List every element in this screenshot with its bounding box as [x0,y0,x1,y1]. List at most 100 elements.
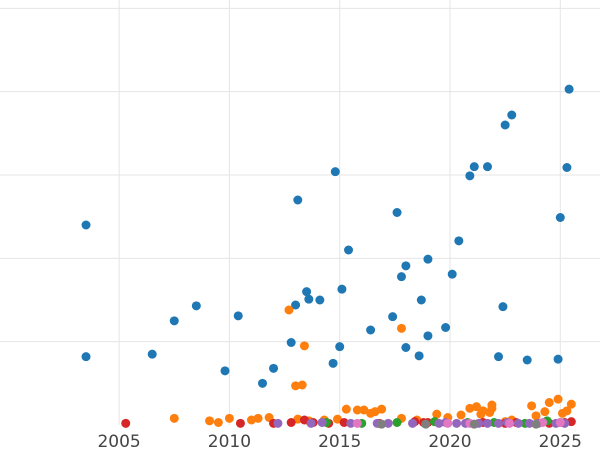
x-tick-label: 2025 [539,432,582,450]
data-point [524,418,534,428]
data-point [494,418,504,428]
data-point [487,400,497,410]
data-point [564,84,574,94]
x-tick-label: 2005 [97,432,140,450]
data-point [483,418,492,428]
data-point [81,220,91,230]
data-point [396,323,406,333]
data-point [401,343,411,352]
data-point [337,284,347,294]
data-point [121,418,131,428]
data-point [341,404,351,414]
data-point [169,413,179,423]
data-point [328,358,338,368]
data-point [191,301,201,311]
data-point [330,167,340,177]
data-point [540,407,550,417]
data-point [421,419,431,429]
data-point [291,381,301,391]
x-tick-label: 2020 [428,432,471,450]
data-point [366,325,376,335]
data-point [423,331,433,341]
data-point [500,120,510,130]
data-point [513,418,523,428]
data-point [302,287,312,297]
data-point [544,398,554,407]
data-point [531,419,541,429]
data-point [169,316,179,326]
data-point [346,418,356,428]
data-point [507,110,517,120]
data-point [304,294,314,304]
x-axis-tick-labels: 2005 2010 2015 2020 2025 [97,432,581,450]
gridlines [0,0,600,425]
data-point [423,254,433,264]
data-point [205,416,215,426]
data-point [286,418,296,427]
data-point [317,418,327,427]
data-point [306,418,316,428]
data-point [213,418,223,427]
data-point [293,195,303,205]
x-tick-label: 2015 [318,432,361,450]
data-point [147,349,157,359]
data-point [522,355,532,365]
data-point [527,401,537,411]
data-point [377,419,387,429]
data-point [414,351,424,361]
data-point [555,213,565,222]
data-point [392,418,402,427]
x-tick-label: 2010 [208,432,251,450]
data-point [441,323,451,332]
data-point [562,163,572,172]
data-point [401,261,411,271]
data-point [447,269,457,279]
data-point [269,363,279,373]
data-point [392,208,402,217]
data-point [408,418,417,428]
data-point [566,399,576,409]
data-point [235,418,245,428]
data-point [432,409,442,419]
data-point [339,418,349,427]
data-point [291,300,301,310]
data-point [344,245,354,255]
data-point [434,418,444,428]
data-point [505,418,515,428]
data-point [388,312,398,322]
data-point [454,236,464,246]
data-point [483,162,492,172]
data-point [456,410,466,420]
data-point [220,366,230,376]
data-point [299,341,309,351]
data-point [471,402,481,412]
data-point [335,342,345,352]
data-point [452,418,462,428]
data-point [469,419,479,429]
data-point [494,352,504,362]
data-point [377,404,387,414]
data-point [383,418,393,428]
data-point [81,352,91,362]
data-point [273,418,283,428]
data-point [469,162,479,172]
data-point [416,295,426,305]
data-point [443,418,453,428]
data-point [553,354,563,364]
data-point [224,413,234,423]
data-points [81,84,576,429]
data-point [498,302,508,312]
data-point [315,295,325,305]
data-point [233,311,243,321]
data-point [253,413,263,423]
data-point [562,406,572,416]
data-point [465,171,475,181]
data-point [531,411,541,421]
data-point [286,338,296,347]
data-point [553,394,563,404]
data-point [284,305,294,315]
data-point [297,380,307,390]
data-point [555,418,565,427]
data-point [352,405,362,415]
